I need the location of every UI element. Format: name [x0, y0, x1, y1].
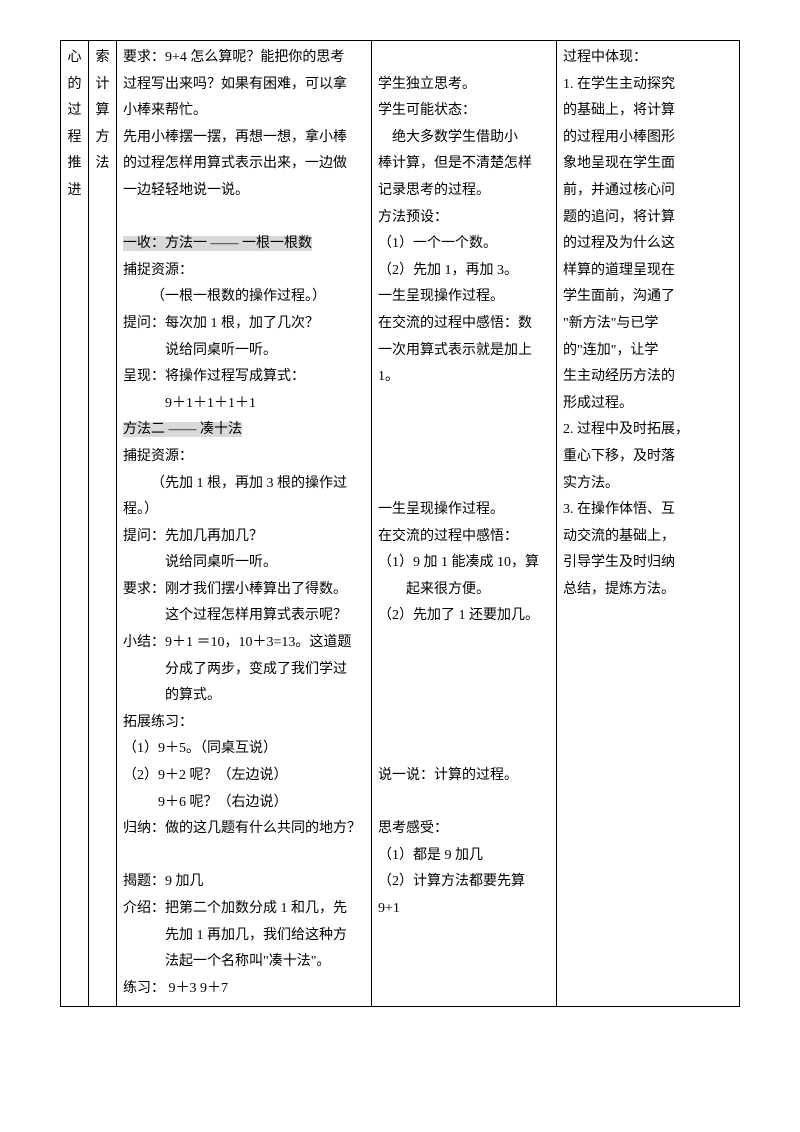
topic-char: 算	[95, 98, 110, 125]
text-line: 呈现：将操作过程写成算式：	[123, 364, 365, 391]
text-line: （1）一个一个数。	[378, 231, 550, 258]
text-line: 样算的道理呈现在	[563, 258, 733, 285]
text-line: （先加 1 根，再加 3 根的操作过	[123, 471, 365, 498]
text-line: 在交流的过程中感悟：数	[378, 311, 550, 338]
text-line: （1）9 加 1 能凑成 10，算	[378, 550, 550, 577]
text-line: 提问：先加几再加几？	[123, 524, 365, 551]
text-line: 的"连加"，让学	[563, 338, 733, 365]
text-line: 分成了两步，变成了我们学过	[123, 657, 365, 684]
text-line: 棒计算，但是不清楚怎样	[378, 151, 550, 178]
text-line: 过程写出来吗？如果有困难，可以拿	[123, 72, 365, 99]
text-line: 1. 在学生主动探究	[563, 72, 733, 99]
text-line: （一根一根数的操作过程。）	[123, 284, 365, 311]
text-line: 先加 1 再加几，我们给这种方	[123, 923, 365, 950]
text-line: 一生呈现操作过程。	[378, 284, 550, 311]
text-line: 小棒来帮忙。	[123, 98, 365, 125]
text-line: 提问：每次加 1 根，加了几次？	[123, 311, 365, 338]
text-line: 过程中体现：	[563, 45, 733, 72]
text-line: 2. 过程中及时拓展，	[563, 417, 733, 444]
text-line: 要求：9+4 怎么算呢？能把你的思考	[123, 45, 365, 72]
text-line: 说一说：计算的过程。	[378, 763, 550, 790]
text-line: 这个过程怎样用算式表示呢？	[123, 603, 365, 630]
text-line: 引导学生及时归纳	[563, 550, 733, 577]
text-line: 捕捉资源：	[123, 258, 365, 285]
text-line: 的过程及为什么这	[563, 231, 733, 258]
text-line: 题的追问，将计算	[563, 205, 733, 232]
text-line: 形成过程。	[563, 391, 733, 418]
text-line: 前，并通过核心问	[563, 178, 733, 205]
text-line: 3. 在操作体悟、互	[563, 497, 733, 524]
text-line: 9+1	[378, 896, 550, 923]
text-line: （2）先加 1，再加 3。	[378, 258, 550, 285]
text-line: 重心下移，及时落	[563, 444, 733, 471]
design-intent-column: 过程中体现： 1. 在学生主动探究 的基础上，将计算 的过程用小棒图形 象地呈现…	[557, 41, 740, 1007]
text-line: 的过程用小棒图形	[563, 125, 733, 152]
text-line: 学生可能状态：	[378, 98, 550, 125]
text-line: 总结，提炼方法。	[563, 577, 733, 604]
student-activity-column: 学生独立思考。 学生可能状态： 绝大多数学生借助小 棒计算，但是不清楚怎样 记录…	[372, 41, 557, 1007]
method-heading-1: 一收：方法一 —— 一根一根数	[123, 236, 312, 251]
stage-char: 过	[67, 98, 82, 125]
text-line: 捕捉资源：	[123, 444, 365, 471]
text-line: 动交流的基础上，	[563, 524, 733, 551]
topic-char: 法	[95, 151, 110, 178]
text-line: 实方法。	[563, 471, 733, 498]
text-line: 介绍：把第二个加数分成 1 和几，先	[123, 896, 365, 923]
stage-column: 心 的 过 程 推 进	[61, 41, 89, 1007]
text-line: 拓展练习：	[123, 710, 365, 737]
text-line: 归纳：做的这几题有什么共同的地方？	[123, 816, 365, 843]
topic-char: 计	[95, 72, 110, 99]
text-line: "新方法"与已学	[563, 311, 733, 338]
text-line: （1）都是 9 加几	[378, 843, 550, 870]
stage-char: 的	[67, 72, 82, 99]
text-line: （2）9＋2 呢？（左边说）	[123, 763, 365, 790]
text-line: 的基础上，将计算	[563, 98, 733, 125]
text-line: 绝大多数学生借助小	[378, 125, 550, 152]
text-line: 一生呈现操作过程。	[378, 497, 550, 524]
teacher-activity-column: 要求：9+4 怎么算呢？能把你的思考 过程写出来吗？如果有困难，可以拿 小棒来帮…	[117, 41, 372, 1007]
method-heading-2: 方法二 —— 凑十法	[123, 422, 242, 437]
text-line: 一边轻轻地说一说。	[123, 178, 365, 205]
stage-char: 程	[67, 125, 82, 152]
text-line: 1。	[378, 364, 550, 391]
text-line: 象地呈现在学生面	[563, 151, 733, 178]
topic-column: 索 计 算 方 法	[89, 41, 117, 1007]
text-line: 的算式。	[123, 683, 365, 710]
text-line: （2）计算方法都要先算	[378, 869, 550, 896]
text-line: 说给同桌听一听。	[123, 338, 365, 365]
text-line: （2）先加了 1 还要加几。	[378, 603, 550, 630]
text-line: 9＋6 呢？（右边说）	[123, 790, 365, 817]
text-line: 学生面前，沟通了	[563, 284, 733, 311]
text-line: 小结：9＋1 ＝10，10＋3=13。这道题	[123, 630, 365, 657]
text-line: （1）9＋5。（同桌互说）	[123, 736, 365, 763]
text-line: 9＋1＋1＋1＋1	[123, 391, 365, 418]
text-line: 思考感受：	[378, 816, 550, 843]
text-line: 要求：刚才我们摆小棒算出了得数。	[123, 577, 365, 604]
text-line: 程。）	[123, 497, 365, 524]
text-line: 法起一个名称叫"凑十法"。	[123, 949, 365, 976]
text-line: 揭题：9 加几	[123, 869, 365, 896]
lesson-plan-table: 心 的 过 程 推 进 索 计 算 方 法 要求：9+4 怎么算呢？能把你的思考…	[60, 40, 740, 1007]
text-line: 生主动经历方法的	[563, 364, 733, 391]
topic-char: 方	[95, 125, 110, 152]
text-line: 的过程怎样用算式表示出来，一边做	[123, 151, 365, 178]
text-line: 在交流的过程中感悟：	[378, 524, 550, 551]
text-line: 说给同桌听一听。	[123, 550, 365, 577]
text-line: 先用小棒摆一摆，再想一想，拿小棒	[123, 125, 365, 152]
text-line: 一次用算式表示就是加上	[378, 338, 550, 365]
stage-char: 推	[67, 151, 82, 178]
text-line: 起来很方便。	[378, 577, 550, 604]
text-line: 记录思考的过程。	[378, 178, 550, 205]
text-line: 方法预设：	[378, 205, 550, 232]
text-line: 学生独立思考。	[378, 72, 550, 99]
text-line: 练习： 9＋3 9＋7	[123, 976, 365, 1003]
stage-char: 心	[67, 45, 82, 72]
topic-char: 索	[95, 45, 110, 72]
stage-char: 进	[67, 178, 82, 205]
